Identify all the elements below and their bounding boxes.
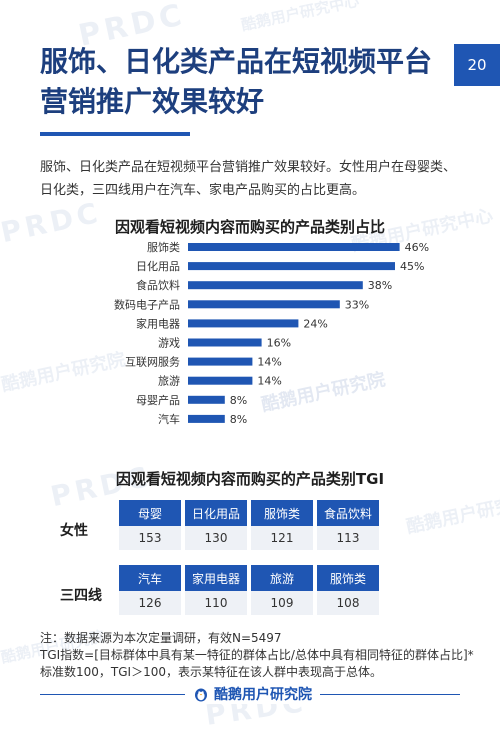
value-label: 33%: [345, 298, 369, 311]
category-label: 日化用品: [136, 259, 180, 273]
tgi-value-cell: 108: [317, 591, 379, 615]
category-label: 数码电子产品: [114, 297, 180, 311]
bar: [188, 243, 400, 251]
watermark: 酷鹅用户研究中心: [239, 0, 361, 35]
value-label: 38%: [368, 279, 392, 292]
tgi-value-cell: 121: [251, 526, 313, 550]
tgi-header-cell: 家用电器: [185, 565, 247, 591]
value-label: 45%: [400, 260, 424, 273]
tgi-table-women: 母婴 日化用品 服饰类 食品饮料 153 130 121 113: [115, 500, 383, 550]
tgi-header-cell: 服饰类: [317, 565, 379, 591]
tgi-header-cell: 服饰类: [251, 500, 313, 526]
penguin-logo-icon: [195, 688, 207, 702]
category-label: 母婴产品: [136, 393, 180, 407]
category-label: 旅游: [158, 374, 180, 388]
bar: [188, 395, 225, 404]
tgi-value-cell: 130: [185, 526, 247, 550]
bar-chart-title: 因观看短视频内容而购买的产品类别占比: [114, 218, 385, 236]
tgi-value-cell: 153: [119, 526, 181, 550]
value-label: 46%: [405, 241, 429, 254]
page-title: 服饰、日化类产品在短视频平台营销推广效果较好: [40, 45, 433, 118]
value-label: 24%: [303, 317, 327, 330]
bar: [188, 300, 340, 309]
bar: [188, 319, 299, 328]
category-label: 家用电器: [136, 316, 180, 330]
value-label: 8%: [230, 413, 247, 426]
watermark: 酷鹅用户研究院: [404, 491, 500, 538]
category-label: 游戏: [158, 337, 180, 350]
tgi-group-label: 三四线: [60, 588, 102, 604]
value-label: 14%: [257, 375, 281, 388]
tgi-value-cell: 113: [317, 526, 379, 550]
footer-brand-name: 酷鹅用户研究院: [214, 687, 312, 703]
tgi-value-cell: 126: [119, 591, 181, 615]
tgi-header-cell: 日化用品: [185, 500, 247, 526]
tgi-value-cell: 109: [251, 591, 313, 615]
tgi-header-cell: 食品饮料: [317, 500, 379, 526]
value-label: 16%: [267, 337, 291, 350]
tgi-header-cell: 母婴: [119, 500, 181, 526]
tgi-table-tier34: 汽车 家用电器 旅游 服饰类 126 110 109 108: [115, 565, 383, 615]
bar: [188, 262, 395, 271]
footnote-source: 注：数据来源为本次定量调研，有效N=5497: [40, 631, 282, 645]
title-underline: [40, 132, 190, 136]
tgi-group-label: 女性: [60, 523, 88, 539]
bar: [188, 357, 253, 366]
category-label: 互联网服务: [125, 356, 180, 369]
page-number-badge: 20: [454, 44, 500, 86]
footnotes: 注：数据来源为本次定量调研，有效N=5497 TGI指数=[目标群体中具有某一特…: [40, 630, 480, 681]
tgi-value-cell: 110: [185, 591, 247, 615]
category-label: 服饰类: [147, 240, 180, 254]
tgi-table-title: 因观看短视频内容而购买的产品类别TGI: [115, 470, 385, 488]
tgi-header-cell: 旅游: [251, 565, 313, 591]
value-label: 8%: [230, 394, 247, 407]
bar: [188, 338, 262, 347]
bar: [188, 376, 253, 385]
bar: [188, 281, 363, 290]
bar: [188, 414, 225, 423]
category-label: 汽车: [158, 412, 180, 426]
bar-chart: 服饰类 46% 日化用品 45% 食品饮料 38% 数码电子产品 33% 家用电器 24% 游戏 16…: [114, 240, 429, 426]
intro-paragraph: 服饰、日化类产品在短视频平台营销推广效果较好。女性用户在母婴类、日化类，三四线用…: [40, 160, 457, 198]
tgi-header-cell: 汽车: [119, 565, 181, 591]
footnote-tgi-definition: TGI指数=[目标群体中具有某一特征的群体占比/总体中具有相同特征的群体占比]*…: [40, 648, 474, 679]
category-label: 食品饮料: [136, 278, 180, 292]
footer-brand: 酷鹅用户研究院: [185, 684, 320, 704]
value-label: 14%: [257, 356, 281, 369]
